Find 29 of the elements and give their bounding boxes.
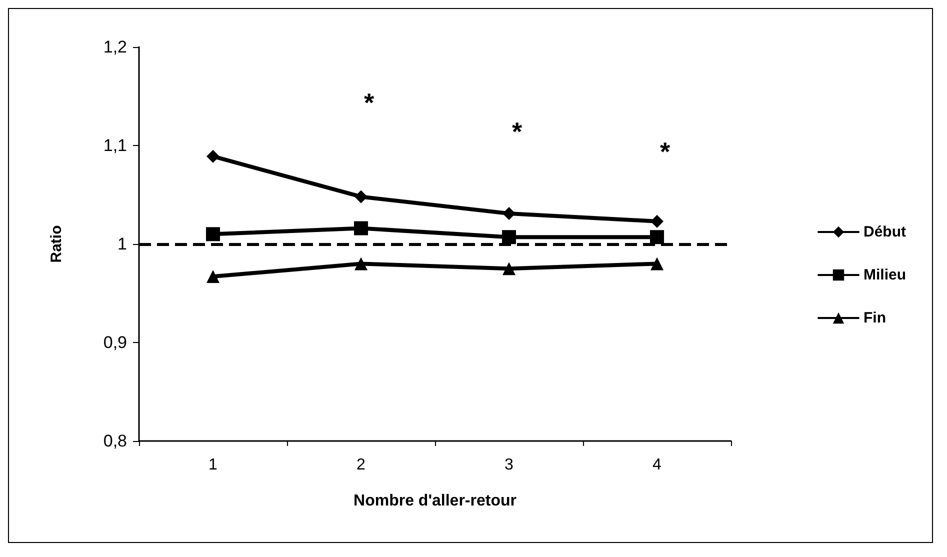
point xyxy=(502,230,516,244)
point xyxy=(206,270,220,284)
point xyxy=(354,257,368,270)
y-tick-label: 0,9 xyxy=(103,333,127,352)
annotation: * xyxy=(512,116,523,146)
point xyxy=(650,214,664,228)
y-tick-label: 1,2 xyxy=(103,38,127,56)
point xyxy=(650,230,664,244)
x-tick-label: 2 xyxy=(356,456,366,474)
point xyxy=(354,190,368,204)
y-tick-label: 0,8 xyxy=(103,432,127,450)
annotation: * xyxy=(364,88,375,118)
y-tick-label: 1 xyxy=(118,234,127,254)
point xyxy=(502,206,516,220)
annotation: * xyxy=(660,136,671,166)
legend-label: Début xyxy=(864,224,906,240)
point xyxy=(354,221,368,236)
legend-label: Fin xyxy=(864,310,886,326)
x-tick-label: 1 xyxy=(208,456,218,474)
point xyxy=(502,262,516,276)
x-axis-title: Nombre d'aller-retour xyxy=(354,492,516,510)
x-tick-label: 3 xyxy=(504,456,514,474)
legend-label: Milieu xyxy=(864,266,906,284)
x-tick-label: 4 xyxy=(652,456,662,474)
point xyxy=(206,227,220,242)
point xyxy=(650,257,664,270)
point xyxy=(206,150,220,163)
y-tick-label: 1,1 xyxy=(103,136,127,155)
y-axis-title: Ratio xyxy=(48,225,65,263)
